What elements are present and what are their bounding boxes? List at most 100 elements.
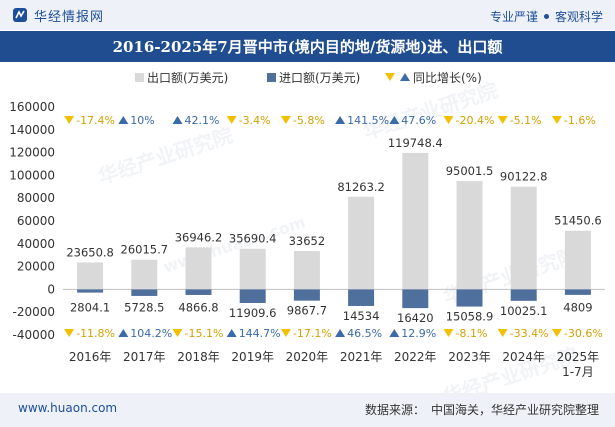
export-value-label: 23650.8 <box>66 245 114 259</box>
import-growth-label: 12.9% <box>401 327 436 340</box>
import-value-label: 4809 <box>563 300 592 314</box>
import-value-label: 10025.1 <box>500 304 548 318</box>
export-growth-label: -5.1% <box>510 114 542 127</box>
export-value-label: 119748.4 <box>388 136 443 150</box>
x-tick-label: 2022年 <box>394 350 437 364</box>
y-tick-label: 120000 <box>9 146 55 160</box>
x-tick-label-line: 2025年 <box>557 350 600 364</box>
y-tick-label: 140000 <box>9 123 55 137</box>
export-bar <box>348 196 375 290</box>
export-value-label: 36946.2 <box>175 230 223 244</box>
import-value-label: 14534 <box>343 309 380 323</box>
import-value-label: 5728.5 <box>124 300 164 314</box>
x-tick-label: 2021年 <box>340 350 383 364</box>
import-value-label: 2804.1 <box>70 300 110 314</box>
logo-icon <box>13 8 27 22</box>
export-growth-down-icon <box>64 116 75 124</box>
export-growth-up-icon <box>335 116 346 124</box>
export-growth-label: 10% <box>130 114 154 127</box>
y-tick-label: 0 <box>47 282 55 296</box>
legend-export-swatch <box>135 73 144 82</box>
import-growth-label: -17.1% <box>293 327 332 340</box>
import-growth-down-icon <box>497 329 508 337</box>
export-growth-down-icon <box>443 116 454 124</box>
export-bar <box>77 262 104 290</box>
import-bar <box>402 289 429 309</box>
x-tick-label-line: 2022年 <box>394 350 437 364</box>
import-growth-label: 46.5% <box>347 327 382 340</box>
x-tick-label-line: 2016年 <box>69 350 112 364</box>
export-bar <box>456 181 483 290</box>
y-tick-label: -20000 <box>12 305 55 319</box>
import-bar <box>77 289 104 293</box>
x-tick-label-line: 2021年 <box>340 350 383 364</box>
import-value-label: 4866.8 <box>178 300 218 314</box>
x-tick-label-line: 2020年 <box>286 350 329 364</box>
export-growth-label: 47.6% <box>401 114 436 127</box>
x-tick-label-line: 2019年 <box>231 350 274 364</box>
source-label: 数据来源： <box>364 403 425 417</box>
import-bar <box>239 289 266 303</box>
x-tick-label: 2016年 <box>69 350 112 364</box>
import-value-label: 9867.7 <box>287 304 327 318</box>
export-value-label: 26015.7 <box>121 243 169 257</box>
export-bar <box>510 186 537 290</box>
import-growth-down-icon <box>551 329 562 337</box>
x-tick-label-line: 2024年 <box>502 350 545 364</box>
export-growth-up-icon <box>118 116 129 124</box>
legend-import-swatch <box>267 73 276 82</box>
top-bar: 华经情报网 专业严谨 客观科学 <box>0 0 615 30</box>
legend-growth-label: 同比增长(%) <box>413 71 482 85</box>
slogan: 专业严谨 客观科学 <box>490 8 603 25</box>
export-growth-down-icon <box>280 116 291 124</box>
export-bar <box>293 251 320 290</box>
x-tick-label-line: 1-7月 <box>562 365 594 379</box>
x-tick-label: 2020年 <box>286 350 329 364</box>
import-bar <box>348 289 375 306</box>
import-bar <box>456 289 483 307</box>
x-tick-label: 2024年 <box>502 350 545 364</box>
footer-site-link[interactable]: www.huaon.com <box>18 401 118 415</box>
export-growth-down-icon <box>551 116 562 124</box>
x-tick-label-line: 2018年 <box>177 350 220 364</box>
import-bar <box>564 289 591 295</box>
export-bar <box>131 259 158 290</box>
chart: 160000 140000 120000 100000 80000 60000 40000 2… <box>9 71 605 379</box>
slogan-left: 专业严谨 <box>489 10 538 24</box>
brand-name: 华经情报网 <box>34 9 105 25</box>
export-growth-up-icon <box>389 116 400 124</box>
legend-import-label: 进口额(万美元) <box>279 71 360 85</box>
import-growth-down-icon <box>280 329 291 337</box>
brand[interactable]: 华经情报网 <box>12 6 105 25</box>
y-tick-label: 160000 <box>9 100 55 114</box>
y-tick-label: 100000 <box>9 168 55 182</box>
slogan-right: 客观科学 <box>554 10 603 24</box>
export-value-label: 51450.6 <box>554 214 602 228</box>
export-bar <box>564 230 591 290</box>
export-growth-label: -20.4% <box>456 114 495 127</box>
import-value-label: 15058.9 <box>446 310 494 324</box>
import-growth-down-icon <box>172 329 183 337</box>
x-tick-label: 2019年 <box>231 350 274 364</box>
export-growth-label: -1.6% <box>564 114 596 127</box>
legend-down-triangle-icon <box>385 73 395 81</box>
import-growth-label: -11.8% <box>76 327 115 340</box>
export-growth-down-icon <box>226 116 237 124</box>
export-bar <box>185 247 212 290</box>
import-growth-up-icon <box>335 329 346 337</box>
y-tick-label: 60000 <box>17 214 55 228</box>
source-text: 中国海关，华经产业研究院整理 <box>430 403 599 417</box>
import-bar <box>293 289 320 301</box>
import-growth-up-icon <box>389 329 400 337</box>
export-growth-label: 141.5% <box>347 114 389 127</box>
export-value-label: 33652 <box>289 234 326 248</box>
y-tick-label: -40000 <box>12 328 55 342</box>
import-growth-label: -8.1% <box>456 327 488 340</box>
x-tick-label: 2025年 1-7月 <box>557 350 600 379</box>
import-growth-down-icon <box>64 329 75 337</box>
import-growth-down-icon <box>443 329 454 337</box>
y-tick-label: 80000 <box>17 191 55 205</box>
export-growth-up-icon <box>172 116 183 124</box>
slogan-dot-icon <box>543 14 549 19</box>
